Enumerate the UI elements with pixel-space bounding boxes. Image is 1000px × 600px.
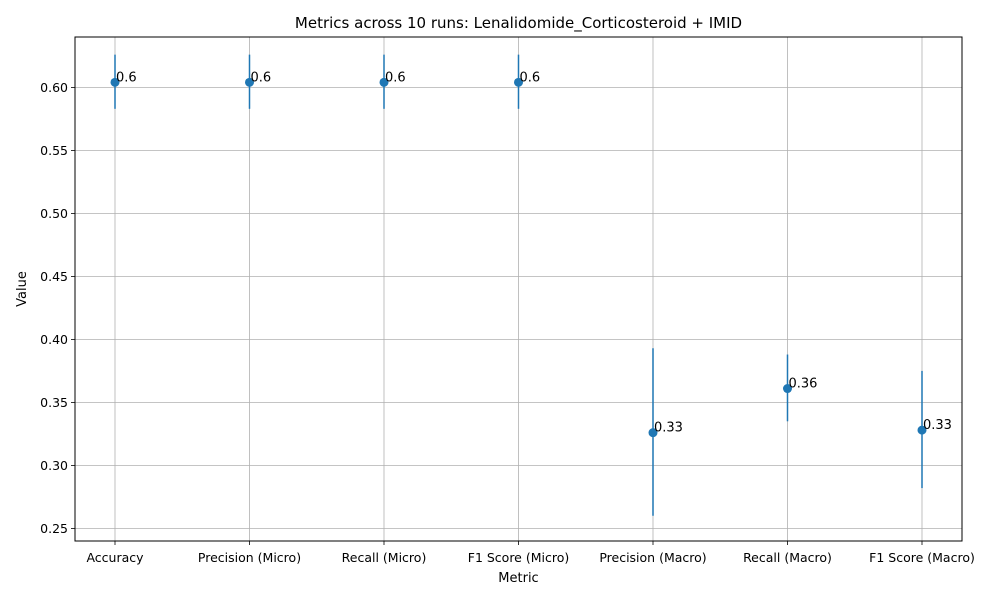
y-axis-label: Value — [15, 271, 30, 307]
data-point — [514, 77, 523, 87]
x-axis-label: Metric — [498, 571, 538, 586]
data-point — [379, 77, 389, 87]
y-tick-label: 0.55 — [40, 143, 68, 158]
x-tick-label: Precision (Micro) — [198, 550, 301, 565]
data-label: 0.6 — [116, 70, 137, 85]
data-point — [648, 428, 658, 438]
y-tick-label: 0.45 — [40, 269, 68, 284]
x-tick-label: Recall (Micro) — [342, 550, 427, 565]
data-point — [110, 77, 120, 87]
y-tick-label: 0.30 — [40, 458, 68, 473]
data-point — [783, 384, 792, 394]
y-tick-label: 0.60 — [40, 80, 68, 95]
data-label: 0.33 — [923, 418, 952, 433]
data-label: 0.36 — [789, 377, 818, 392]
data-point — [917, 425, 927, 435]
y-tick-label: 0.35 — [40, 395, 68, 410]
data-point — [245, 77, 254, 87]
x-tick-label: F1 Score (Micro) — [468, 550, 570, 565]
data-label: 0.6 — [385, 70, 406, 85]
series-layer: 0.6 0.6 0.6 0.6 0.33 0.36 0.33 — [110, 54, 952, 516]
x-tick-label: Recall (Macro) — [743, 550, 832, 565]
x-tick-label: F1 Score (Macro) — [869, 550, 975, 565]
data-label: 0.6 — [251, 70, 272, 85]
y-tick-label: 0.25 — [40, 521, 68, 536]
data-label: 0.6 — [520, 70, 541, 85]
x-tick-label: Accuracy — [86, 550, 144, 565]
y-tick-label: 0.40 — [40, 332, 68, 347]
grid-layer — [75, 37, 962, 541]
chart-title: Metrics across 10 runs: Lenalidomide_Cor… — [295, 14, 742, 33]
y-tick-label: 0.50 — [40, 206, 68, 221]
data-label: 0.33 — [654, 421, 683, 436]
tick-layer: 0.25 0.30 0.35 0.40 0.45 0.50 0.55 0.60 Accuracy… — [40, 80, 975, 565]
x-tick-label: Precision (Macro) — [599, 550, 706, 565]
